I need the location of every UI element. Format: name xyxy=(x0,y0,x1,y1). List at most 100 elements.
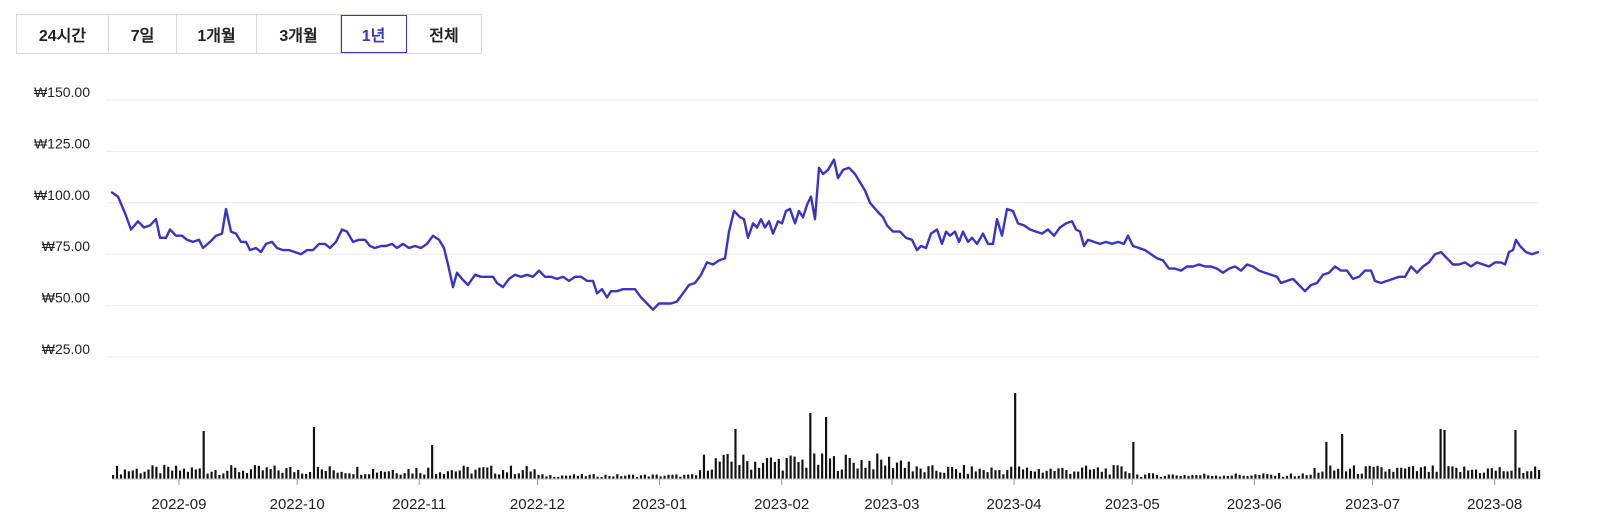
tab-3m[interactable]: 3개월 xyxy=(257,15,341,53)
volume-bar xyxy=(470,473,473,479)
volume-bar xyxy=(758,467,761,479)
volume-bar xyxy=(1423,466,1426,479)
volume-bar xyxy=(1238,474,1241,479)
volume-bar xyxy=(498,474,501,479)
volume-bar xyxy=(616,474,619,479)
volume-bar xyxy=(241,470,245,479)
volume-bar xyxy=(336,472,339,479)
volume-bar xyxy=(1092,469,1096,479)
volume-bar xyxy=(1297,475,1300,479)
volume-bar xyxy=(1230,475,1233,479)
volume-bar xyxy=(1214,475,1218,479)
tab-all[interactable]: 전체 xyxy=(407,15,481,53)
volume-bar xyxy=(328,466,331,479)
volume-bar xyxy=(797,462,800,479)
volume-bar xyxy=(706,470,709,479)
volume-bar xyxy=(466,466,469,479)
volume-bar xyxy=(1073,471,1076,479)
volume-bar xyxy=(888,456,891,479)
volume-bar xyxy=(1274,475,1277,479)
volume-bar xyxy=(403,473,406,479)
volume-bar xyxy=(352,474,355,479)
volume-bar xyxy=(301,473,304,479)
volume-bar xyxy=(628,474,631,479)
volume-bar xyxy=(454,471,457,479)
volume-bar xyxy=(919,468,922,479)
volume-bar xyxy=(687,474,690,479)
volume-bar xyxy=(1317,472,1320,479)
volume-bar xyxy=(1033,471,1036,479)
volume-bar xyxy=(1447,466,1450,479)
volume-bar xyxy=(907,461,910,479)
volume-bar xyxy=(277,470,280,479)
volume-bar xyxy=(990,467,993,479)
volume-bar xyxy=(368,474,371,479)
tab-1y[interactable]: 1년 xyxy=(341,15,407,53)
volume-bar xyxy=(951,467,954,479)
volume-bar xyxy=(1167,474,1170,479)
volume-bar xyxy=(868,460,871,479)
price-line xyxy=(110,158,1540,311)
volume-bar xyxy=(734,429,737,479)
volume-bar xyxy=(435,474,438,479)
volume-bar xyxy=(765,457,769,479)
volume-bar xyxy=(190,467,193,479)
volume-bar xyxy=(974,471,977,479)
volume-bar xyxy=(1396,467,1399,479)
volume-bar xyxy=(1352,465,1356,479)
volume-bar xyxy=(238,472,241,479)
x-tick-label: 2023-05 xyxy=(1105,496,1160,513)
volume-bar xyxy=(1242,475,1245,479)
volume-bar xyxy=(131,470,134,479)
volume-bar xyxy=(624,475,627,479)
volume-bar xyxy=(1053,471,1056,479)
volume-bar xyxy=(427,467,430,479)
y-tick-label: ₩25.00 xyxy=(42,341,90,357)
volume-bar xyxy=(1538,470,1541,479)
volume-bar xyxy=(1254,474,1257,479)
volume-bar xyxy=(159,473,162,479)
volume-bar xyxy=(1163,475,1166,479)
volume-bar xyxy=(450,470,453,479)
volume-bar xyxy=(234,467,237,479)
volume-bar xyxy=(1025,467,1029,479)
volume-bar xyxy=(1187,475,1190,479)
volume-bar xyxy=(182,468,186,479)
tab-24h[interactable]: 24시간 xyxy=(17,15,109,53)
volume-bar xyxy=(364,474,367,479)
volume-bar xyxy=(844,454,847,479)
volume-bar xyxy=(297,469,300,479)
volume-bar xyxy=(1183,474,1186,479)
volume-bar xyxy=(115,465,119,479)
tab-1m[interactable]: 1개월 xyxy=(177,15,257,53)
volume-bar xyxy=(1021,469,1025,479)
volume-bar xyxy=(659,476,662,479)
volume-bar xyxy=(698,470,702,479)
volume-bar xyxy=(1018,466,1021,479)
volume-bar xyxy=(927,466,930,479)
volume-bar xyxy=(1337,468,1340,479)
volume-bar xyxy=(281,472,284,479)
volume-bar xyxy=(1435,471,1438,479)
volume-bar xyxy=(1278,473,1281,479)
volume-bar xyxy=(1325,442,1328,479)
volume-bar xyxy=(663,475,666,479)
volume-bar xyxy=(1112,465,1115,479)
volume-bar xyxy=(265,467,268,479)
volume-bar xyxy=(1344,471,1348,479)
tab-7d[interactable]: 7일 xyxy=(109,15,177,53)
volume-bar xyxy=(1045,470,1048,479)
volume-bar xyxy=(316,466,320,479)
volume-bar xyxy=(1069,473,1072,479)
x-tick-label: 2022-11 xyxy=(392,496,446,513)
volume-bar xyxy=(123,469,126,479)
volume-bar xyxy=(415,468,418,479)
volume-bar xyxy=(880,459,883,479)
volume-bar xyxy=(777,458,780,479)
volume-bar xyxy=(245,472,249,479)
volume-bar xyxy=(1321,471,1324,479)
volume-bar xyxy=(647,476,650,479)
volume-bar xyxy=(1132,442,1135,479)
volume-bar xyxy=(962,465,966,479)
volume-bar xyxy=(1356,474,1359,479)
